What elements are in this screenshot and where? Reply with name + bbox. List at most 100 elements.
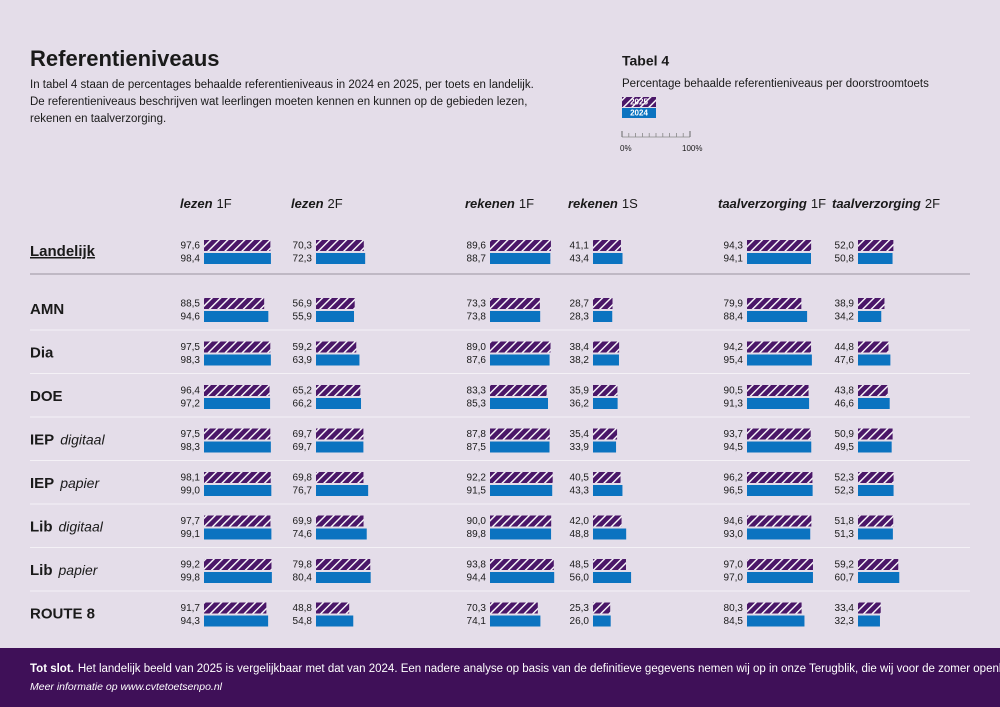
value-label: 80,4: [293, 573, 313, 584]
bar: [490, 354, 550, 366]
row-name: ROUTE 8: [30, 605, 95, 622]
bar: [747, 615, 805, 627]
bar: [204, 441, 271, 453]
bar: [490, 385, 547, 396]
value-label: 98,1: [181, 473, 201, 484]
value-label: 69,9: [293, 516, 313, 527]
row-qualifier: digitaal: [60, 431, 105, 447]
bar: [747, 253, 811, 264]
bar: [858, 311, 882, 322]
value-label: 85,3: [467, 399, 487, 410]
column-level: 2F: [328, 196, 343, 211]
bar: [858, 385, 888, 396]
title: Referentieniveaus: [30, 46, 220, 71]
row-name: Dia: [30, 344, 54, 361]
value-label: 44,8: [835, 342, 855, 353]
value-label: 65,2: [293, 386, 313, 397]
intro-line: rekenen en taalverzorging.: [30, 113, 166, 125]
row-label: Lib: [30, 518, 53, 535]
bar: [593, 602, 611, 614]
row-qualifier: digitaal: [59, 518, 104, 534]
value-label: 97,5: [181, 429, 201, 440]
value-label: 51,3: [835, 529, 855, 540]
value-label: 43,4: [570, 254, 590, 265]
value-label: 54,8: [293, 616, 313, 627]
column-subject: lezen: [180, 196, 213, 211]
bar: [316, 472, 364, 483]
value-label: 55,9: [293, 312, 313, 323]
value-label: 79,8: [293, 560, 313, 571]
bar: [858, 572, 900, 583]
value-label: 87,6: [467, 355, 487, 366]
column-header: taalverzorging 2F: [832, 196, 940, 211]
bar: [490, 615, 541, 627]
column-level: 1F: [519, 196, 534, 211]
bar: [490, 398, 549, 409]
bar: [747, 528, 811, 540]
row-label: DOE: [30, 388, 63, 405]
bar: [858, 341, 889, 353]
value-label: 99,2: [181, 560, 201, 571]
value-label: 99,8: [181, 573, 201, 584]
value-label: 93,8: [467, 560, 487, 571]
bar: [204, 515, 271, 527]
bar: [747, 428, 811, 440]
value-label: 94,2: [724, 342, 744, 353]
value-label: 50,9: [835, 429, 855, 440]
bar: [858, 485, 894, 496]
bar: [858, 472, 894, 483]
bar: [593, 559, 626, 570]
value-label: 38,9: [835, 299, 855, 310]
row-qualifier: papier: [58, 562, 99, 578]
value-label: 97,0: [724, 560, 744, 571]
bar: [858, 428, 893, 440]
value-label: 97,5: [181, 342, 201, 353]
value-label: 96,2: [724, 473, 744, 484]
value-label: 74,6: [293, 529, 313, 540]
value-label: 36,2: [570, 399, 590, 410]
value-label: 38,4: [570, 342, 590, 353]
value-label: 84,5: [724, 616, 744, 627]
bar: [316, 253, 366, 264]
value-label: 90,0: [467, 516, 487, 527]
bar: [593, 472, 621, 483]
value-label: 59,2: [293, 342, 313, 353]
value-label: 91,3: [724, 399, 744, 410]
value-label: 73,8: [467, 312, 487, 323]
value-label: 48,5: [570, 560, 590, 571]
bar: [204, 385, 270, 396]
bar: [490, 559, 554, 570]
value-label: 52,0: [835, 241, 855, 252]
value-label: 60,7: [835, 573, 855, 584]
bar: [490, 428, 550, 440]
value-label: 80,3: [724, 603, 744, 614]
bar: [490, 485, 553, 496]
value-label: 48,8: [293, 603, 313, 614]
bar: [593, 528, 627, 540]
value-label: 93,0: [724, 529, 744, 540]
bar: [593, 441, 617, 453]
bar: [316, 428, 364, 440]
bar: [747, 515, 812, 527]
value-label: 25,3: [570, 603, 590, 614]
value-label: 97,6: [181, 241, 201, 252]
bar: [593, 398, 618, 409]
bar: [204, 528, 272, 540]
intro-line: De referentieniveaus beschrijven wat lee…: [30, 96, 527, 108]
bar: [316, 398, 362, 409]
bar: [747, 298, 802, 309]
bar: [747, 572, 813, 583]
value-label: 51,8: [835, 516, 855, 527]
footer-body: Het landelijk beeld van 2025 is vergelij…: [78, 663, 1000, 675]
bar: [490, 602, 538, 614]
row-name: Lib digitaal: [30, 518, 104, 535]
row-name: DOE: [30, 388, 63, 405]
legend-swatch: [622, 108, 656, 118]
column-subject: taalverzorging: [832, 196, 921, 211]
row-label: IEP: [30, 431, 54, 448]
bar: [747, 472, 813, 483]
value-label: 94,4: [467, 573, 487, 584]
value-label: 98,3: [181, 442, 201, 453]
bar: [593, 572, 632, 583]
